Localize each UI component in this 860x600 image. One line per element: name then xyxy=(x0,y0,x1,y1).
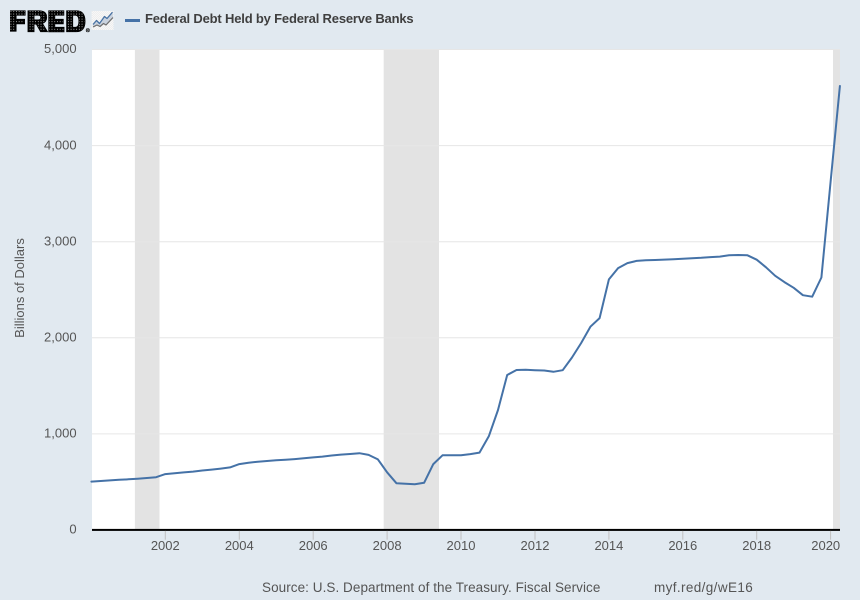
svg-text:R: R xyxy=(86,29,89,33)
svg-text:4,000: 4,000 xyxy=(44,137,77,152)
svg-text:0: 0 xyxy=(69,522,76,537)
svg-text:2004: 2004 xyxy=(225,538,254,553)
svg-text:3,000: 3,000 xyxy=(44,233,77,248)
svg-text:Billions of Dollars: Billions of Dollars xyxy=(12,238,27,338)
svg-text:2014: 2014 xyxy=(594,538,623,553)
svg-text:2006: 2006 xyxy=(299,538,328,553)
svg-text:2016: 2016 xyxy=(668,538,697,553)
svg-text:2012: 2012 xyxy=(521,538,550,553)
svg-text:2020: 2020 xyxy=(811,538,840,553)
svg-text:2010: 2010 xyxy=(447,538,476,553)
svg-text:2018: 2018 xyxy=(742,538,771,553)
svg-text:1,000: 1,000 xyxy=(44,426,77,441)
svg-text:2,000: 2,000 xyxy=(44,330,77,345)
svg-text:2008: 2008 xyxy=(373,538,402,553)
svg-text:2002: 2002 xyxy=(151,538,180,553)
svg-text:5,000: 5,000 xyxy=(44,41,77,56)
